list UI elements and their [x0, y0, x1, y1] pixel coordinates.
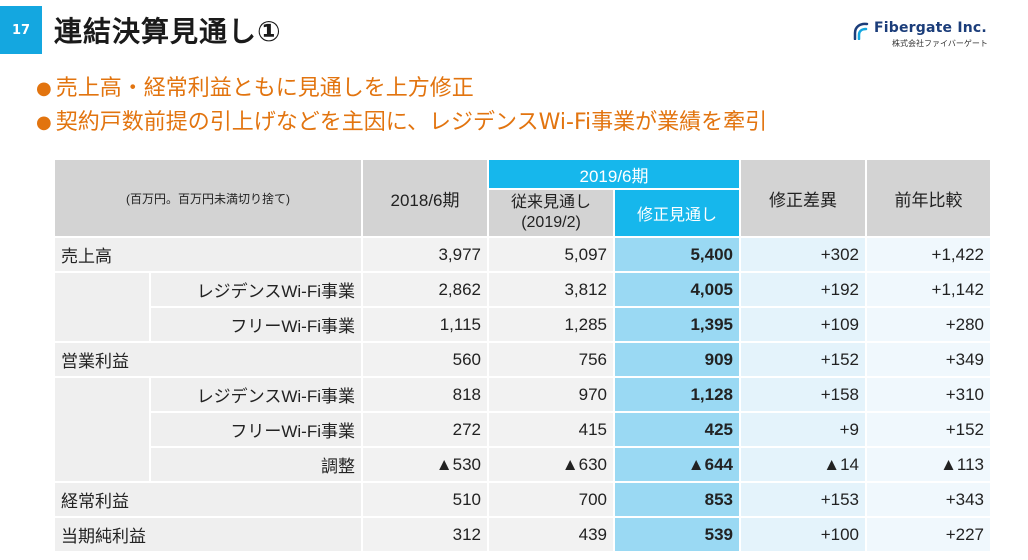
cell-yoy: +310: [865, 376, 992, 413]
cell-yoy: +152: [865, 411, 992, 448]
cell-prev-forecast: 756: [487, 341, 615, 378]
fibergate-logo-icon: [853, 22, 869, 40]
col-header-yoy: 前年比較: [865, 158, 992, 238]
table-row: レジデンスWi-Fi事業 2,862 3,812 4,005 +192 +1,142: [53, 271, 992, 343]
col-header-prev-forecast: 従来見通し (2019/2): [487, 188, 615, 238]
table-row: 売上高 3,977 5,097 5,400 +302 +1,422: [53, 236, 992, 273]
cell-revised: ▲644: [613, 446, 741, 483]
row-label: 経常利益: [53, 481, 363, 518]
cell-diff: +153: [739, 481, 867, 518]
cell-diff: +9: [739, 411, 867, 448]
page-number: 17: [11, 22, 31, 38]
row-label: 当期純利益: [53, 516, 363, 553]
row-sublabel: 調整: [149, 446, 363, 483]
cell-revised: 909: [613, 341, 741, 378]
table-row: レジデンスWi-Fi事業 818 970 1,128 +158 +310: [53, 376, 992, 483]
table-row: 当期純利益 312 439 539 +100 +227: [53, 516, 992, 553]
cell-diff: ▲14: [739, 446, 867, 483]
cell-yoy: +343: [865, 481, 992, 518]
bullet-item: ● 契約戸数前提の引上げなどを主因に、レジデンスWi-Fi事業が業績を牽引: [36, 106, 767, 140]
cell-diff: +100: [739, 516, 867, 553]
forecast-table: (百万円。百万円未満切り捨て) 2018/6期 2019/6期 修正差異 前年比…: [53, 158, 992, 553]
cell-diff: +192: [739, 271, 867, 308]
table-subheader-row: 従来見通し (2019/2) 修正見通し: [54, 188, 991, 238]
cell-diff: +109: [739, 306, 867, 343]
table-row: 営業利益 560 756 909 +152 +349: [53, 341, 992, 378]
cell-yoy: ▲113: [865, 446, 992, 483]
cell-prev-forecast: 700: [487, 481, 615, 518]
cell-fy2018: 818: [361, 376, 489, 413]
cell-prev-forecast: 5,097: [487, 236, 615, 273]
cell-yoy: +227: [865, 516, 992, 553]
bullet-dot-icon: ●: [36, 78, 52, 99]
cell-diff: +302: [739, 236, 867, 273]
cell-fy2018: 1,115: [361, 306, 489, 343]
logo-name: Fibergate Inc.: [874, 20, 987, 36]
col-header-revised: 修正見通し: [613, 188, 741, 238]
cell-diff: +152: [739, 341, 867, 378]
row-sublabel: レジデンスWi-Fi事業: [149, 271, 363, 308]
cell-revised: 539: [613, 516, 741, 553]
bullet-dot-icon: ●: [36, 112, 52, 133]
table-row: フリーWi-Fi事業 1,115 1,285 1,395 +109 +280: [54, 306, 992, 343]
row-sublabel: レジデンスWi-Fi事業: [149, 376, 363, 413]
cell-revised: 4,005: [613, 271, 741, 308]
page-title: 連結決算見通し①: [54, 15, 282, 48]
table-row: フリーWi-Fi事業 272 415 425 +9 +152: [54, 411, 992, 448]
cell-yoy: +280: [865, 306, 992, 343]
cell-yoy: +1,142: [865, 271, 992, 308]
cell-fy2018: 510: [361, 481, 489, 518]
cell-prev-forecast: 1,285: [487, 306, 615, 343]
col-header-diff: 修正差異: [739, 158, 867, 238]
cell-yoy: +1,422: [865, 236, 992, 273]
company-logo: Fibergate Inc. 株式会社ファイバーゲート: [852, 20, 1010, 50]
cell-fy2018: 2,862: [361, 271, 489, 308]
row-sublabel: フリーWi-Fi事業: [149, 411, 363, 448]
cell-fy2018: 312: [361, 516, 489, 553]
cell-fy2018: ▲530: [361, 446, 489, 483]
cell-fy2018: 272: [361, 411, 489, 448]
cell-prev-forecast: 415: [487, 411, 615, 448]
row-label: 営業利益: [53, 341, 363, 378]
cell-revised: 1,128: [613, 376, 741, 413]
cell-fy2018: 560: [361, 341, 489, 378]
table-row: 経常利益 510 700 853 +153 +343: [53, 481, 992, 518]
logo-subtitle: 株式会社ファイバーゲート: [892, 39, 988, 48]
col-header-fy2018: 2018/6期: [361, 158, 489, 238]
cell-revised: 853: [613, 481, 741, 518]
table-header-row: (百万円。百万円未満切り捨て) 2018/6期 2019/6期 修正差異 前年比…: [53, 158, 992, 238]
col-header-fy2019: 2019/6期: [487, 158, 741, 190]
cell-diff: +158: [739, 376, 867, 413]
bullet-text: 契約戸数前提の引上げなどを主因に、レジデンスWi-Fi事業が業績を牽引: [55, 110, 768, 135]
bullet-text: 売上高・経常利益ともに見通しを上方修正: [55, 76, 474, 101]
unit-note: (百万円。百万円未満切り捨て): [53, 158, 363, 238]
cell-prev-forecast: ▲630: [487, 446, 615, 483]
row-label: 売上高: [53, 236, 363, 273]
row-sublabel: フリーWi-Fi事業: [149, 306, 363, 343]
row-indent-spacer: [53, 376, 151, 483]
cell-revised: 5,400: [613, 236, 741, 273]
row-indent-spacer: [53, 271, 151, 343]
cell-prev-forecast: 439: [487, 516, 615, 553]
cell-yoy: +349: [865, 341, 992, 378]
cell-prev-forecast: 970: [487, 376, 615, 413]
cell-revised: 425: [613, 411, 741, 448]
page-number-badge: 17: [0, 6, 42, 54]
bullet-list: ● 売上高・経常利益ともに見通しを上方修正 ● 契約戸数前提の引上げなどを主因に…: [36, 72, 767, 140]
cell-revised: 1,395: [613, 306, 741, 343]
bullet-item: ● 売上高・経常利益ともに見通しを上方修正: [36, 72, 767, 106]
cell-prev-forecast: 3,812: [487, 271, 615, 308]
table-row: 調整 ▲530 ▲630 ▲644 ▲14 ▲113: [54, 446, 992, 483]
cell-fy2018: 3,977: [361, 236, 489, 273]
